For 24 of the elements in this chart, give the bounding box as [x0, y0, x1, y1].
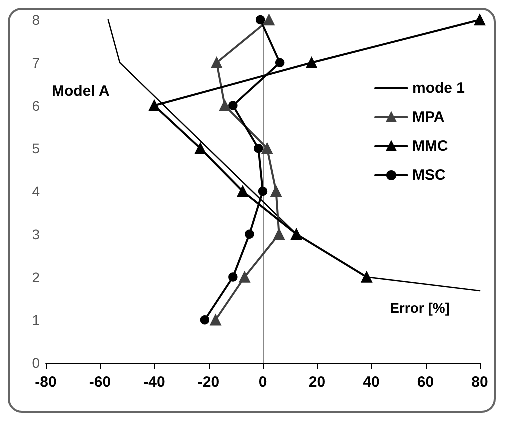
y-tick-label: 0: [32, 355, 40, 371]
y-tick-label: 1: [32, 312, 40, 328]
x-tick-label: -60: [89, 374, 112, 391]
x-tick-label: -40: [144, 374, 166, 391]
x-tick-label: 80: [472, 374, 488, 391]
y-tick-label: 5: [32, 140, 40, 157]
x-tick-label: 0: [258, 374, 268, 391]
y-tick-label: 3: [32, 226, 40, 242]
x-tick-label: -20: [198, 374, 220, 391]
x-axis-title: Error [%]: [390, 300, 450, 316]
annotation: Model A: [52, 83, 110, 100]
legend-label: MMC: [412, 138, 448, 155]
x-tick-label: 60: [417, 374, 434, 391]
y-tick-label: 7: [32, 54, 40, 71]
y-tick-label: 6: [32, 98, 40, 114]
x-tick-label: -80: [35, 374, 57, 391]
y-tick-label: 8: [32, 12, 40, 28]
legend-label: mode 1: [412, 80, 465, 97]
y-tick-label: 2: [32, 269, 40, 286]
y-tick-label: 4: [32, 184, 40, 200]
legend-label: MPA: [412, 109, 445, 126]
x-tick-label: 40: [363, 374, 380, 391]
legend-label: MSC: [412, 167, 446, 184]
x-tick-label: 20: [308, 374, 326, 391]
